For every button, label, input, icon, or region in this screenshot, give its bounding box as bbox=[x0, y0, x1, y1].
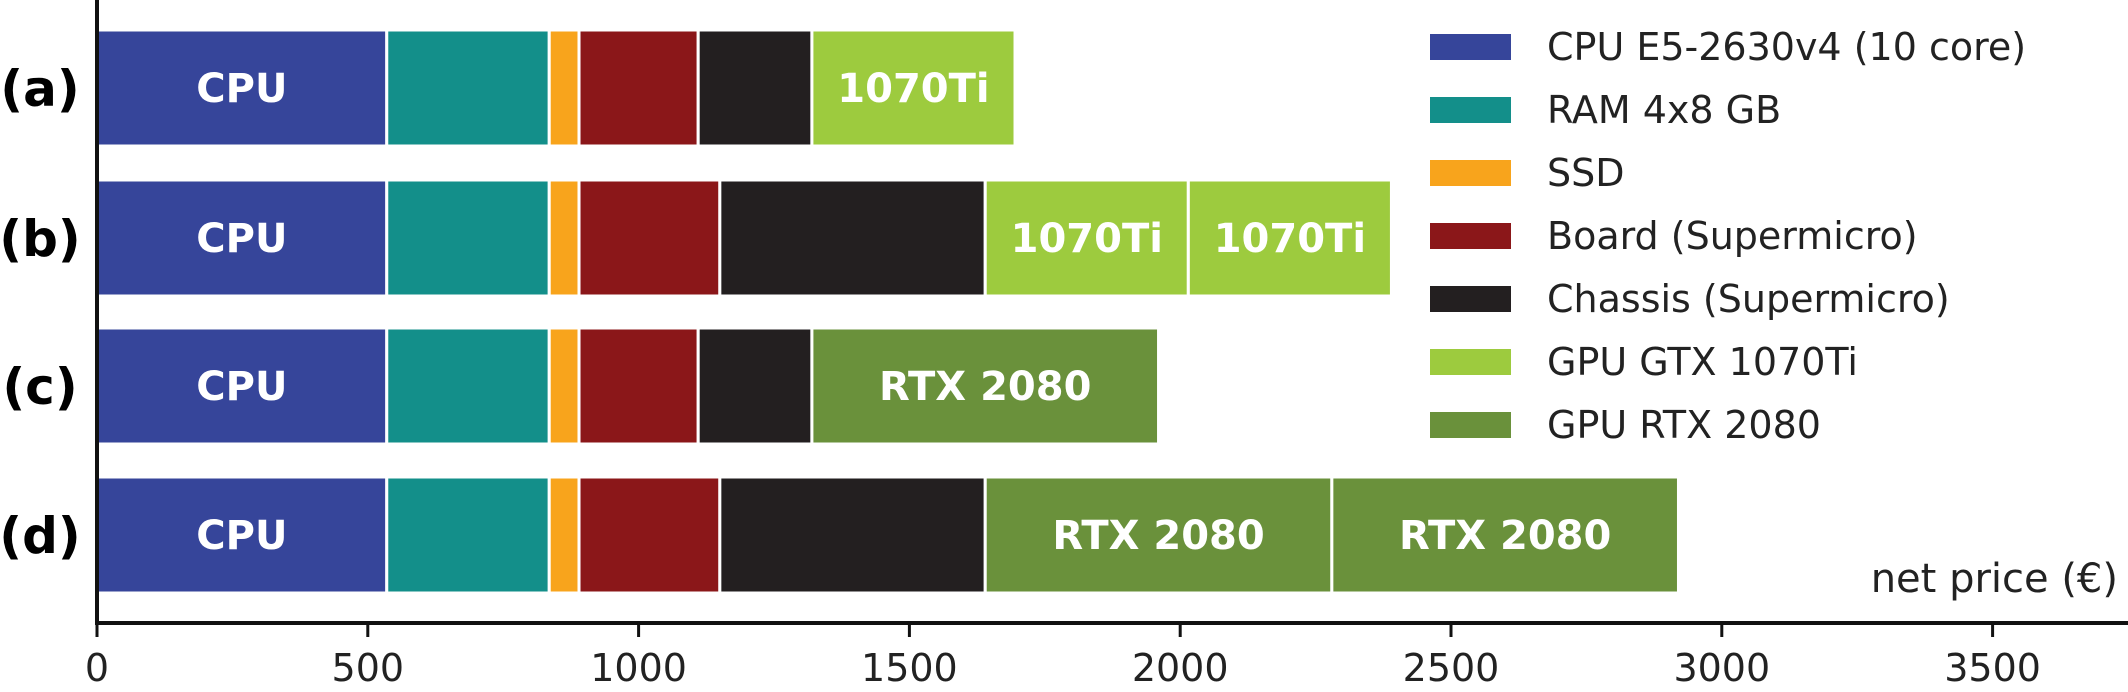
bar-segment-board bbox=[577, 28, 700, 148]
bar-segment-chassis bbox=[718, 178, 987, 298]
legend: CPU E5-2630v4 (10 core) RAM 4x8 GB SSD Boar… bbox=[1430, 25, 2026, 447]
bar-segment-label: 1070Ti bbox=[1214, 216, 1366, 262]
bar-segment-label: CPU bbox=[196, 513, 287, 559]
x-tick-label: 2500 bbox=[1403, 646, 1500, 690]
x-tick-label: 0 bbox=[85, 646, 109, 690]
bar-segment-gtx bbox=[1186, 178, 1393, 298]
row-label: (d) bbox=[0, 507, 81, 565]
bar-segment-label: CPU bbox=[196, 364, 287, 410]
legend-label-board: Board (Supermicro) bbox=[1547, 214, 1918, 258]
bar-segment-board bbox=[577, 475, 722, 595]
bar-segment-gtx bbox=[810, 28, 1017, 148]
bar-segment-ram bbox=[385, 475, 551, 595]
bar-segment-ssd bbox=[547, 475, 581, 595]
bar-segment-label: RTX 2080 bbox=[1052, 513, 1264, 559]
bar-segment-label: CPU bbox=[196, 216, 287, 262]
legend-swatch-rtx bbox=[1430, 412, 1511, 438]
row-label: (b) bbox=[0, 210, 81, 268]
bar-segment-chassis bbox=[696, 28, 814, 148]
legend-label-cpu: CPU E5-2630v4 (10 core) bbox=[1547, 25, 2026, 69]
bar-segment-cpu bbox=[95, 475, 389, 595]
bar-segment-ram bbox=[385, 178, 551, 298]
bar-segment-chassis bbox=[718, 475, 987, 595]
row-label: (a) bbox=[0, 60, 79, 118]
bar-segment-ssd bbox=[547, 178, 581, 298]
bar-segment-label: 1070Ti bbox=[1011, 216, 1163, 262]
bar-segment-ram bbox=[385, 326, 551, 446]
bar-segment-cpu bbox=[95, 28, 389, 148]
bar-segment-ram bbox=[385, 28, 551, 148]
bar-segment-board bbox=[577, 178, 722, 298]
x-tick-label: 1000 bbox=[590, 646, 687, 690]
row-label: (c) bbox=[2, 358, 77, 416]
bar-segment-cpu bbox=[95, 178, 389, 298]
x-tick-label: 2000 bbox=[1132, 646, 1229, 690]
legend-swatch-board bbox=[1430, 223, 1511, 249]
bar-segment-label: 1070Ti bbox=[837, 66, 989, 112]
x-tick-label: 500 bbox=[332, 646, 405, 690]
legend-swatch-gtx bbox=[1430, 349, 1511, 375]
bar-segment-rtx bbox=[810, 326, 1161, 446]
bar-segment-label: RTX 2080 bbox=[1399, 513, 1611, 559]
legend-label-gtx: GPU GTX 1070Ti bbox=[1547, 340, 1858, 384]
x-tick-label: 1500 bbox=[861, 646, 958, 690]
row-labels-group: (a) (b) (c) (d) bbox=[0, 60, 81, 565]
legend-label-rtx: GPU RTX 2080 bbox=[1547, 403, 1821, 447]
bar-segment-ssd bbox=[547, 28, 581, 148]
legend-swatch-ram bbox=[1430, 97, 1511, 123]
x-axis: 0 500 1000 1500 2000 2500 3000 3500 bbox=[85, 0, 2128, 690]
x-axis-title: net price (€) bbox=[1871, 556, 2118, 602]
legend-swatch-ssd bbox=[1430, 160, 1511, 186]
legend-label-chassis: Chassis (Supermicro) bbox=[1547, 277, 1950, 321]
bar-segment-ssd bbox=[547, 326, 581, 446]
legend-swatch-chassis bbox=[1430, 286, 1511, 312]
bar-segment-chassis bbox=[696, 326, 814, 446]
bar-segment-board bbox=[577, 326, 700, 446]
legend-swatch-cpu bbox=[1430, 34, 1511, 60]
legend-label-ram: RAM 4x8 GB bbox=[1547, 88, 1781, 132]
bars-group: CPU 1070Ti CPU 1070Ti 1070Ti CPU RTX 2080 CPU RT… bbox=[95, 28, 1680, 595]
bar-segment-label: RTX 2080 bbox=[879, 364, 1091, 410]
legend-label-ssd: SSD bbox=[1547, 151, 1625, 195]
x-tick-label: 3500 bbox=[1944, 646, 2041, 690]
bar-segment-rtx bbox=[1330, 475, 1680, 595]
x-tick-label: 3000 bbox=[1673, 646, 1770, 690]
bar-segment-label: CPU bbox=[196, 66, 287, 112]
